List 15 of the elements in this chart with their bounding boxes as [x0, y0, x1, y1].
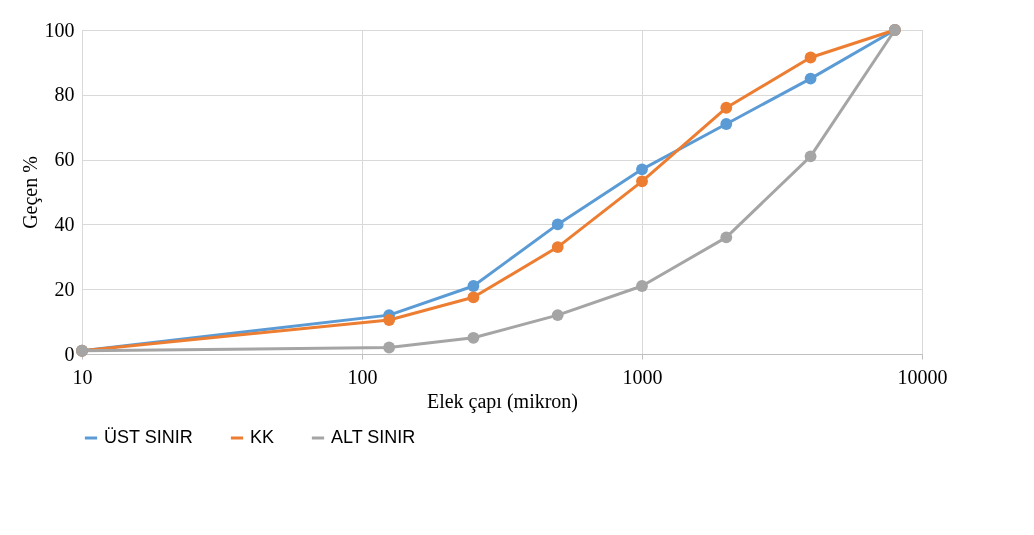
x-tick-label: 10000 — [897, 365, 948, 388]
y-tick-label: 80 — [54, 83, 75, 106]
x-tick-label: 10 — [72, 365, 93, 388]
y-tick-label: 20 — [54, 277, 75, 300]
x-axis-title: Elek çapı (mikron) — [426, 389, 579, 413]
x-tick-label: 100 — [347, 365, 378, 388]
y-tick-label: 100 — [44, 18, 75, 41]
y-tick-label: 0 — [64, 342, 75, 365]
y-tick-label: 40 — [54, 212, 75, 235]
x-tick-label: 1000 — [622, 365, 663, 388]
y-tick-label: 60 — [54, 148, 75, 171]
legend-label: ALT SINIR — [331, 427, 416, 447]
y-axis-title: Geçen % — [18, 156, 42, 229]
legend-label: KK — [250, 427, 275, 447]
legend-label: ÜST SINIR — [104, 427, 193, 447]
